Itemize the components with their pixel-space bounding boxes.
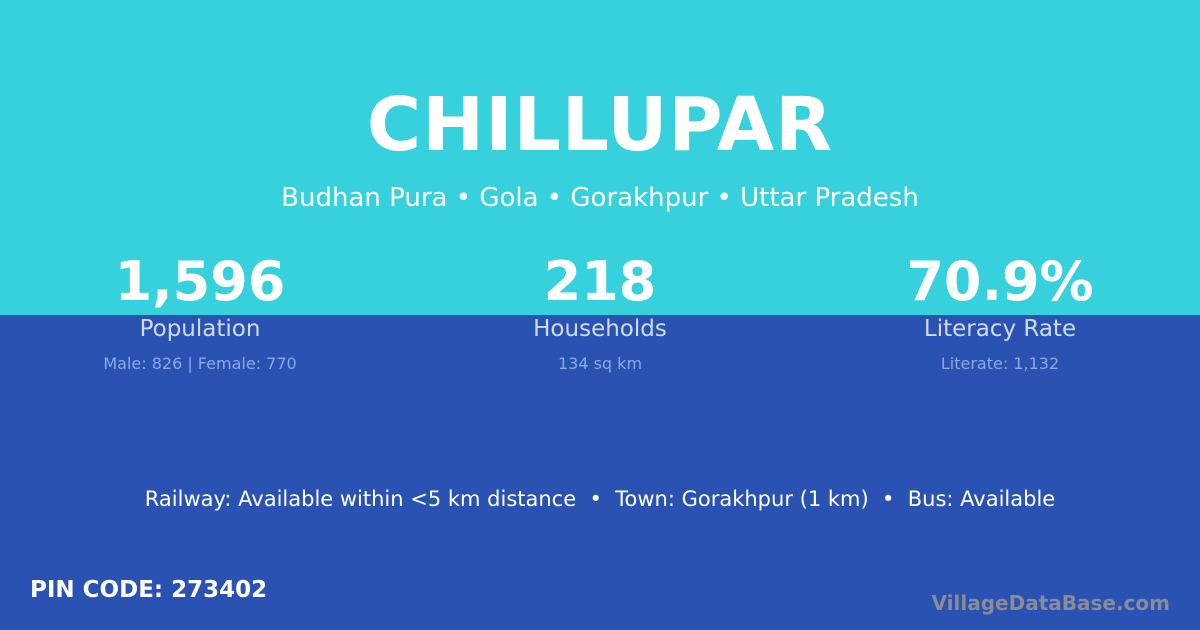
bottom-band xyxy=(0,315,1200,630)
literacy-value: 70.9% xyxy=(906,250,1094,313)
population-value: 1,596 xyxy=(114,250,286,313)
population-detail: Male: 826 | Female: 770 xyxy=(103,354,297,373)
brand-watermark: VillageDataBase.com xyxy=(931,591,1170,615)
village-name: CHILLUPAR xyxy=(366,82,834,168)
location-breadcrumb: Budhan Pura • Gola • Gorakhpur • Uttar P… xyxy=(281,183,919,213)
literacy-detail: Literate: 1,132 xyxy=(940,354,1060,373)
top-band xyxy=(0,0,1200,315)
literacy-label: Literacy Rate xyxy=(923,316,1077,342)
pin-code: PIN CODE: 273402 xyxy=(30,577,268,603)
households-value: 218 xyxy=(543,250,657,313)
households-label: Households xyxy=(533,316,667,342)
area-detail: 134 sq km xyxy=(557,354,643,373)
connectivity-info: Railway: Available within <5 km distance… xyxy=(144,487,1056,511)
population-label: Population xyxy=(139,316,261,342)
